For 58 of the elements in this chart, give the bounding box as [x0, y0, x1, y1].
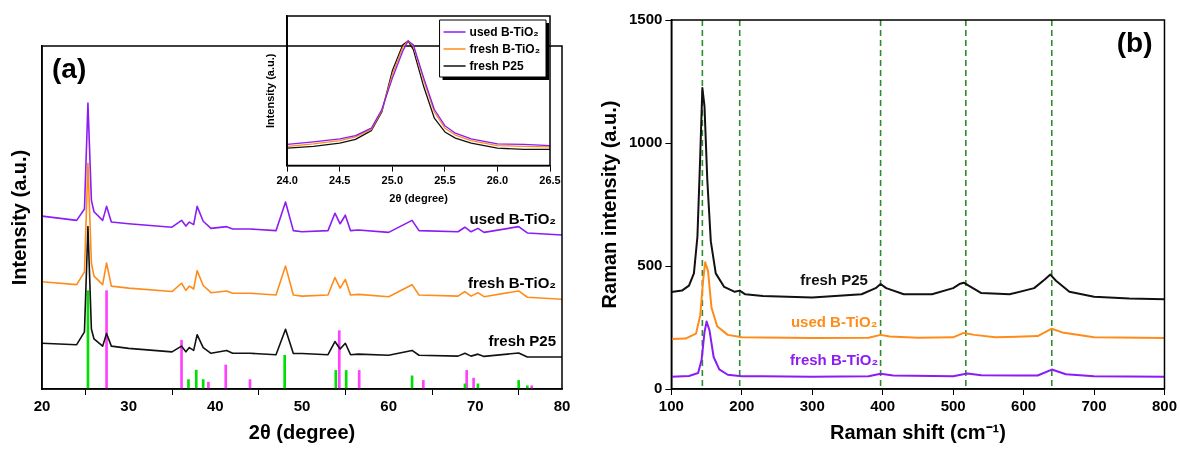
- x-tick-label: 70: [466, 397, 484, 415]
- x-tick-label: 800: [1151, 397, 1177, 415]
- x-tick-label: 20: [33, 397, 51, 415]
- bar: [422, 380, 425, 389]
- bar: [517, 380, 520, 389]
- y-axis-title: Intensity (a.u.): [263, 53, 276, 129]
- bar: [105, 290, 108, 389]
- x-tick-label: 30: [120, 397, 138, 415]
- x-tick-label: 60: [380, 397, 398, 415]
- bar: [207, 381, 210, 389]
- bar: [194, 369, 198, 389]
- x-tick-label: 26.0: [486, 174, 509, 187]
- x-tick-label: 600: [1011, 397, 1037, 415]
- bar: [224, 364, 228, 389]
- x-tick-label: 100: [658, 397, 684, 415]
- y-tick-label: 0: [654, 379, 663, 397]
- bar: [201, 379, 205, 389]
- x-tick-label: 50: [293, 397, 311, 415]
- y-axis-title: Raman intensity (a.u.): [597, 100, 620, 309]
- bar: [337, 330, 341, 389]
- x-tick-label: 300: [799, 397, 825, 415]
- series-label: fresh B-TiO₂: [790, 351, 879, 369]
- legend-label: fresh B-TiO₂: [469, 42, 540, 57]
- series-label: used B-TiO₂: [469, 209, 556, 227]
- x-tick-label: 24.0: [276, 174, 298, 187]
- y-axis-title: Intensity (a.u.): [7, 149, 30, 286]
- legend-label: used B-TiO₂: [469, 25, 539, 40]
- bar: [344, 370, 348, 389]
- bar: [334, 370, 338, 389]
- x-axis-title: 2θ (degree): [248, 420, 356, 443]
- bar: [472, 377, 475, 389]
- legend-label: fresh P25: [469, 59, 524, 74]
- x-tick-label: 26.5: [539, 174, 561, 187]
- x-tick-label: 500: [940, 397, 966, 415]
- x-tick-label: 25.0: [381, 174, 404, 187]
- bar: [357, 370, 361, 389]
- x-tick-label: 200: [729, 397, 755, 415]
- annotation: (b): [1116, 26, 1153, 58]
- y-tick-label: 1500: [628, 10, 663, 28]
- series-label: used B-TiO₂: [790, 312, 878, 330]
- bar: [283, 354, 286, 389]
- y-tick-label: 1000: [628, 133, 663, 151]
- x-tick-label: 80: [553, 397, 571, 415]
- bar: [187, 379, 190, 389]
- series-label: fresh P25: [488, 331, 556, 349]
- x-tick-label: 25.5: [434, 174, 456, 187]
- series-label: fresh P25: [800, 270, 868, 288]
- bar: [465, 370, 468, 389]
- x-axis-title: Raman shift (cm⁻¹): [829, 420, 1006, 443]
- bar: [180, 340, 183, 389]
- x-axis-title: 2θ (degree): [389, 192, 449, 205]
- x-tick-label: 700: [1081, 397, 1107, 415]
- text: (a): [52, 52, 87, 84]
- series-label: fresh B-TiO₂: [467, 273, 556, 291]
- y-tick-label: 500: [637, 256, 663, 274]
- x-tick-label: 40: [206, 397, 224, 415]
- x-tick-label: 400: [870, 397, 896, 415]
- x-tick-label: 24.5: [329, 174, 351, 187]
